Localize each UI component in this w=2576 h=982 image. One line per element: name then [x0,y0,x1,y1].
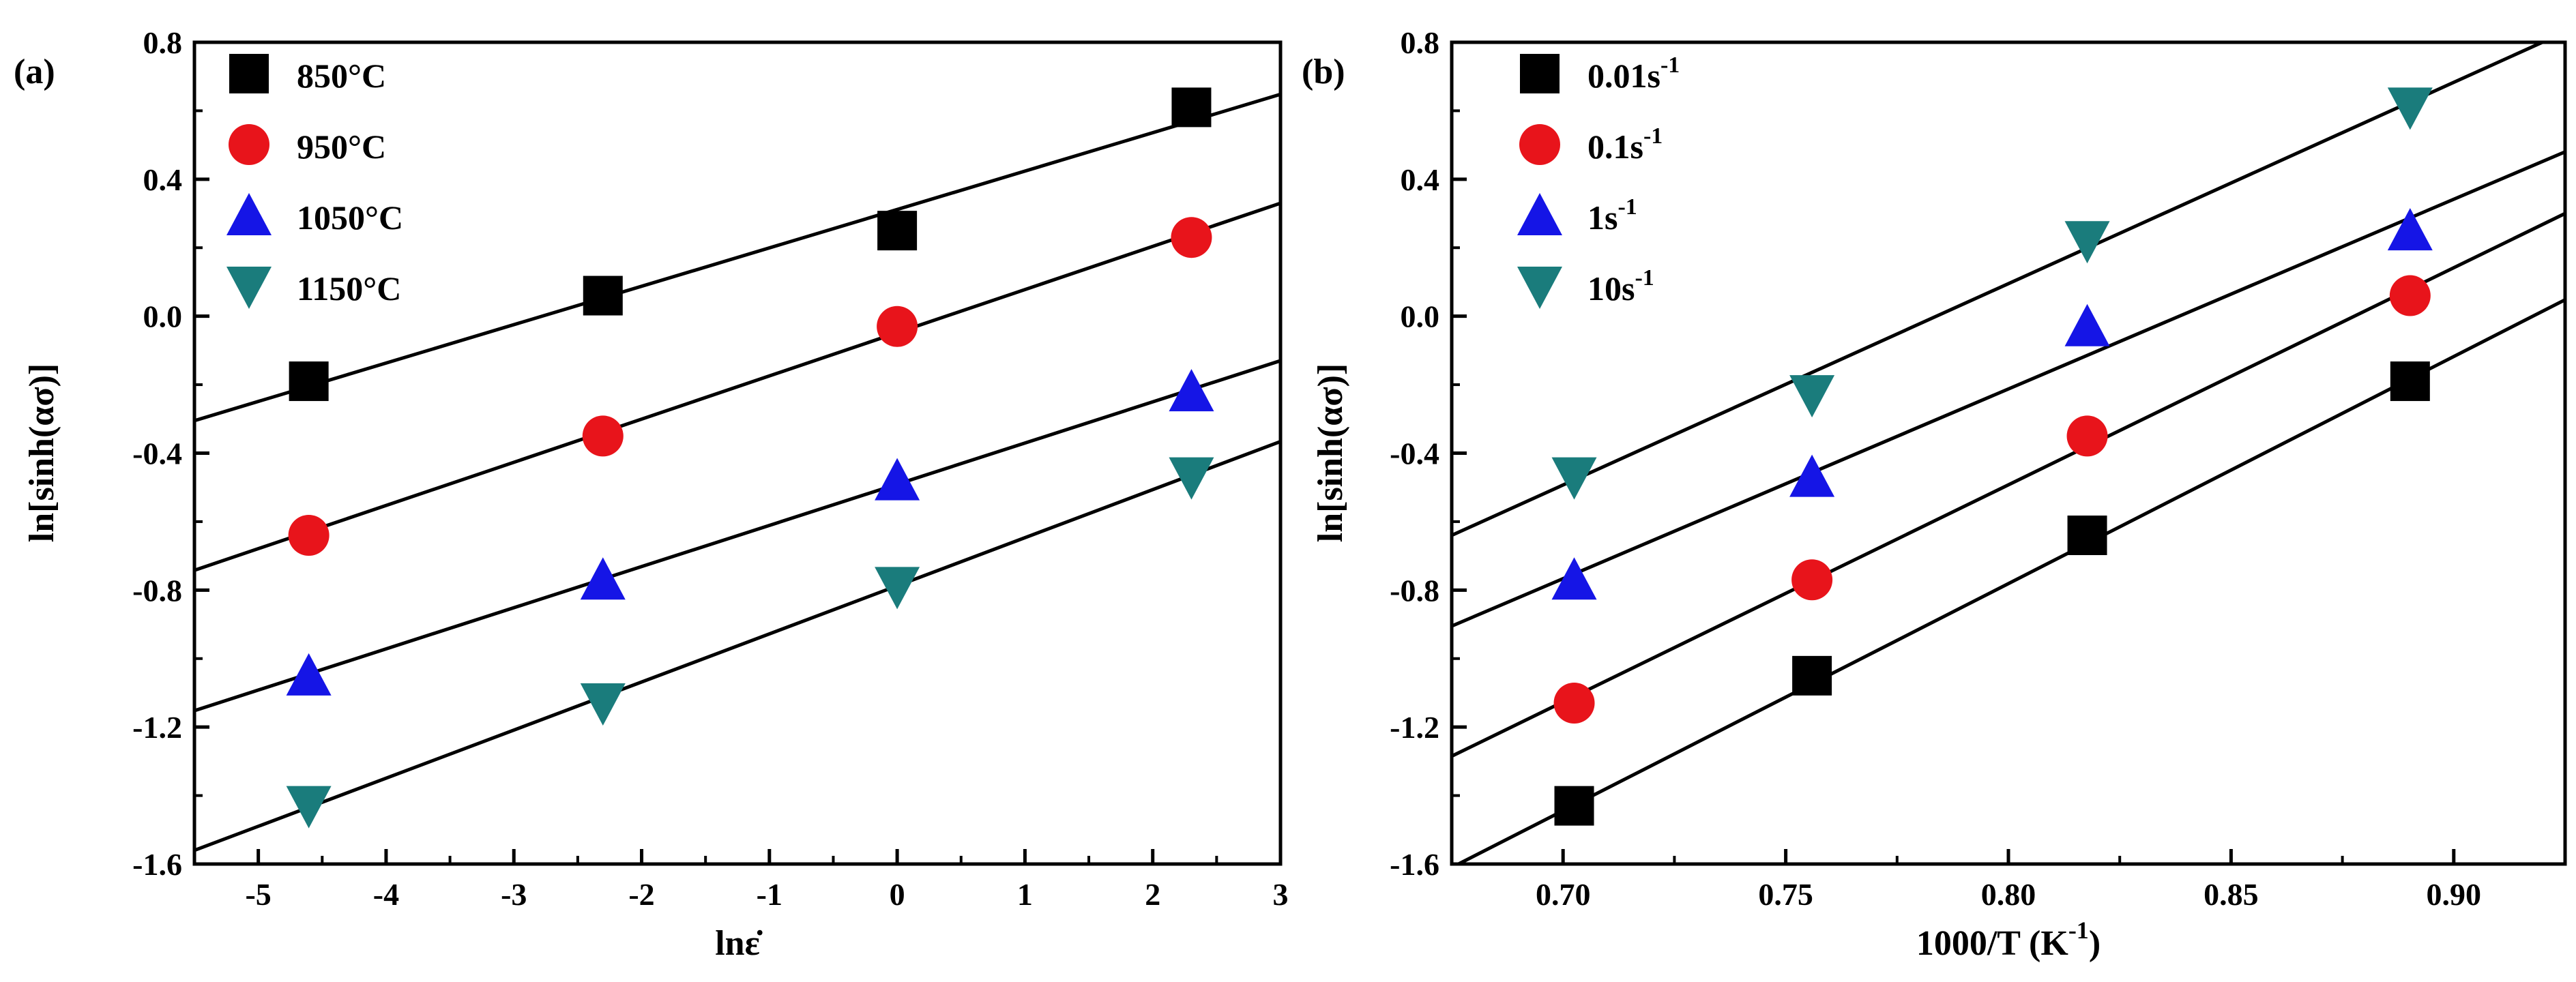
data-point-s1-p3 [1171,217,1212,258]
data-point-s0-p0 [1554,786,1594,826]
x-tick-label: 2 [1145,877,1160,912]
data-point-s0-p3 [1171,87,1212,128]
fit-line-2 [194,359,1280,713]
data-point-s1-p2 [877,306,918,347]
x-tick-label: 0.75 [1758,877,1813,912]
x-tick-label: 0.80 [1981,877,2036,912]
legend-label-2: 1050°C [297,198,403,237]
y-tick-label: 0.4 [143,162,183,197]
data-point-s3-p1 [1789,375,1835,418]
x-tick-label: -3 [501,877,527,912]
legend-marker-2 [226,193,272,235]
y-tick-label: -1.6 [132,847,182,882]
data-point-s1-p3 [2389,275,2431,316]
data-point-s2-p1 [580,557,626,600]
data-point-s2-p1 [1789,454,1835,497]
data-point-s3-p3 [2387,87,2433,130]
x-tick-label: -1 [757,877,782,912]
y-tick-label: 0.8 [1401,25,1440,60]
data-point-s2-p2 [2064,303,2110,346]
data-point-s3-p1 [580,683,626,726]
panel-a: -5 -4 -3 -2 -1 0 1 2 3 -1.6 -1.2 -0.8 -0.4 0.0 0.4 0.8 8… [14,25,1289,963]
legend-marker-0 [1520,54,1560,93]
legend-marker-3 [226,267,272,309]
data-point-s0-p1 [583,276,623,316]
data-point-s2-p3 [2387,208,2433,251]
data-point-s1-p2 [2066,415,2108,457]
y-axis-label: ln[sinh(ασ)] [1311,363,1350,542]
panel-label: (a) [14,53,55,91]
data-point-s0-p2 [2067,516,2107,555]
x-tick-label: 0.85 [2204,877,2259,912]
data-point-s2-p2 [875,458,920,501]
x-tick-label: -4 [373,877,399,912]
fit-line-3 [194,440,1280,852]
legend-label-1: 0.1s-1 [1587,123,1663,166]
legend-label-2: 1s-1 [1587,194,1637,237]
data-point-s3-p0 [1551,457,1597,500]
x-tick-label: 0.90 [2427,877,2482,912]
legend-marker-1 [1519,124,1560,165]
legend-label-0: 0.01s-1 [1587,53,1680,95]
y-tick-label: 0.4 [1401,162,1440,197]
data-point-s1-p1 [582,415,624,457]
x-tick-label: 3 [1273,877,1289,912]
y-tick-label: -1.2 [132,710,182,745]
data-point-s3-p3 [1169,457,1214,500]
legend-marker-0 [229,54,269,93]
data-point-s2-p0 [286,653,332,696]
y-tick-label: -0.8 [132,573,182,608]
x-axis-label: 1000/T (K-1) [1916,917,2101,963]
fit-line-0 [1454,298,2565,864]
x-tick-label: -5 [245,877,271,912]
legend-marker-1 [229,124,269,165]
legend-marker-2 [1517,193,1562,235]
x-tick-label: 0.70 [1536,877,1591,912]
y-tick-label: -0.4 [1390,436,1439,471]
data-point-s2-p0 [1551,557,1597,600]
data-point-s3-p2 [875,567,920,610]
data-point-s0-p3 [2390,361,2430,402]
x-axis-label: lnε̇ [715,924,763,963]
legend-label-3: 10s-1 [1587,265,1654,308]
data-point-s0-p1 [1792,655,1832,696]
data-point-s2-p3 [1169,369,1214,412]
data-point-s0-p2 [877,211,918,251]
panel-label: (b) [1302,53,1345,91]
legend-label-3: 1150°C [297,269,401,308]
legend-marker-3 [1517,267,1562,309]
legend-label-1: 950°C [297,128,386,166]
y-tick-label: 0.0 [143,299,183,334]
data-point-s1-p0 [1553,683,1595,724]
fit-line-1 [194,201,1280,572]
fit-line-1 [1452,211,2565,758]
y-tick-label: 0.8 [143,25,183,60]
data-point-s3-p2 [2064,221,2110,264]
legend-label-0: 850°C [297,57,386,95]
x-tick-label: -2 [628,877,654,912]
panel-b: 0.70 0.75 0.80 0.85 0.90 -1.6 -1.2 -0.8 -0.4 0.0 0… [1302,25,2567,963]
y-axis-label: ln[sinh(ασ)] [23,363,61,542]
fit-line-0 [194,92,1280,423]
fit-line-3 [1452,42,2547,537]
fit-line-2 [1452,150,2565,628]
x-tick-label: 0 [890,877,905,912]
x-tick-label: 1 [1017,877,1033,912]
y-tick-label: -0.4 [132,436,182,471]
y-tick-label: 0.0 [1401,299,1440,334]
y-tick-label: -1.6 [1390,847,1439,882]
data-point-s0-p0 [289,361,329,402]
y-tick-label: -0.8 [1390,573,1439,608]
data-point-s1-p0 [288,515,330,556]
data-point-s3-p0 [286,786,332,829]
y-tick-label: -1.2 [1390,710,1439,745]
data-point-s1-p1 [1791,559,1833,601]
